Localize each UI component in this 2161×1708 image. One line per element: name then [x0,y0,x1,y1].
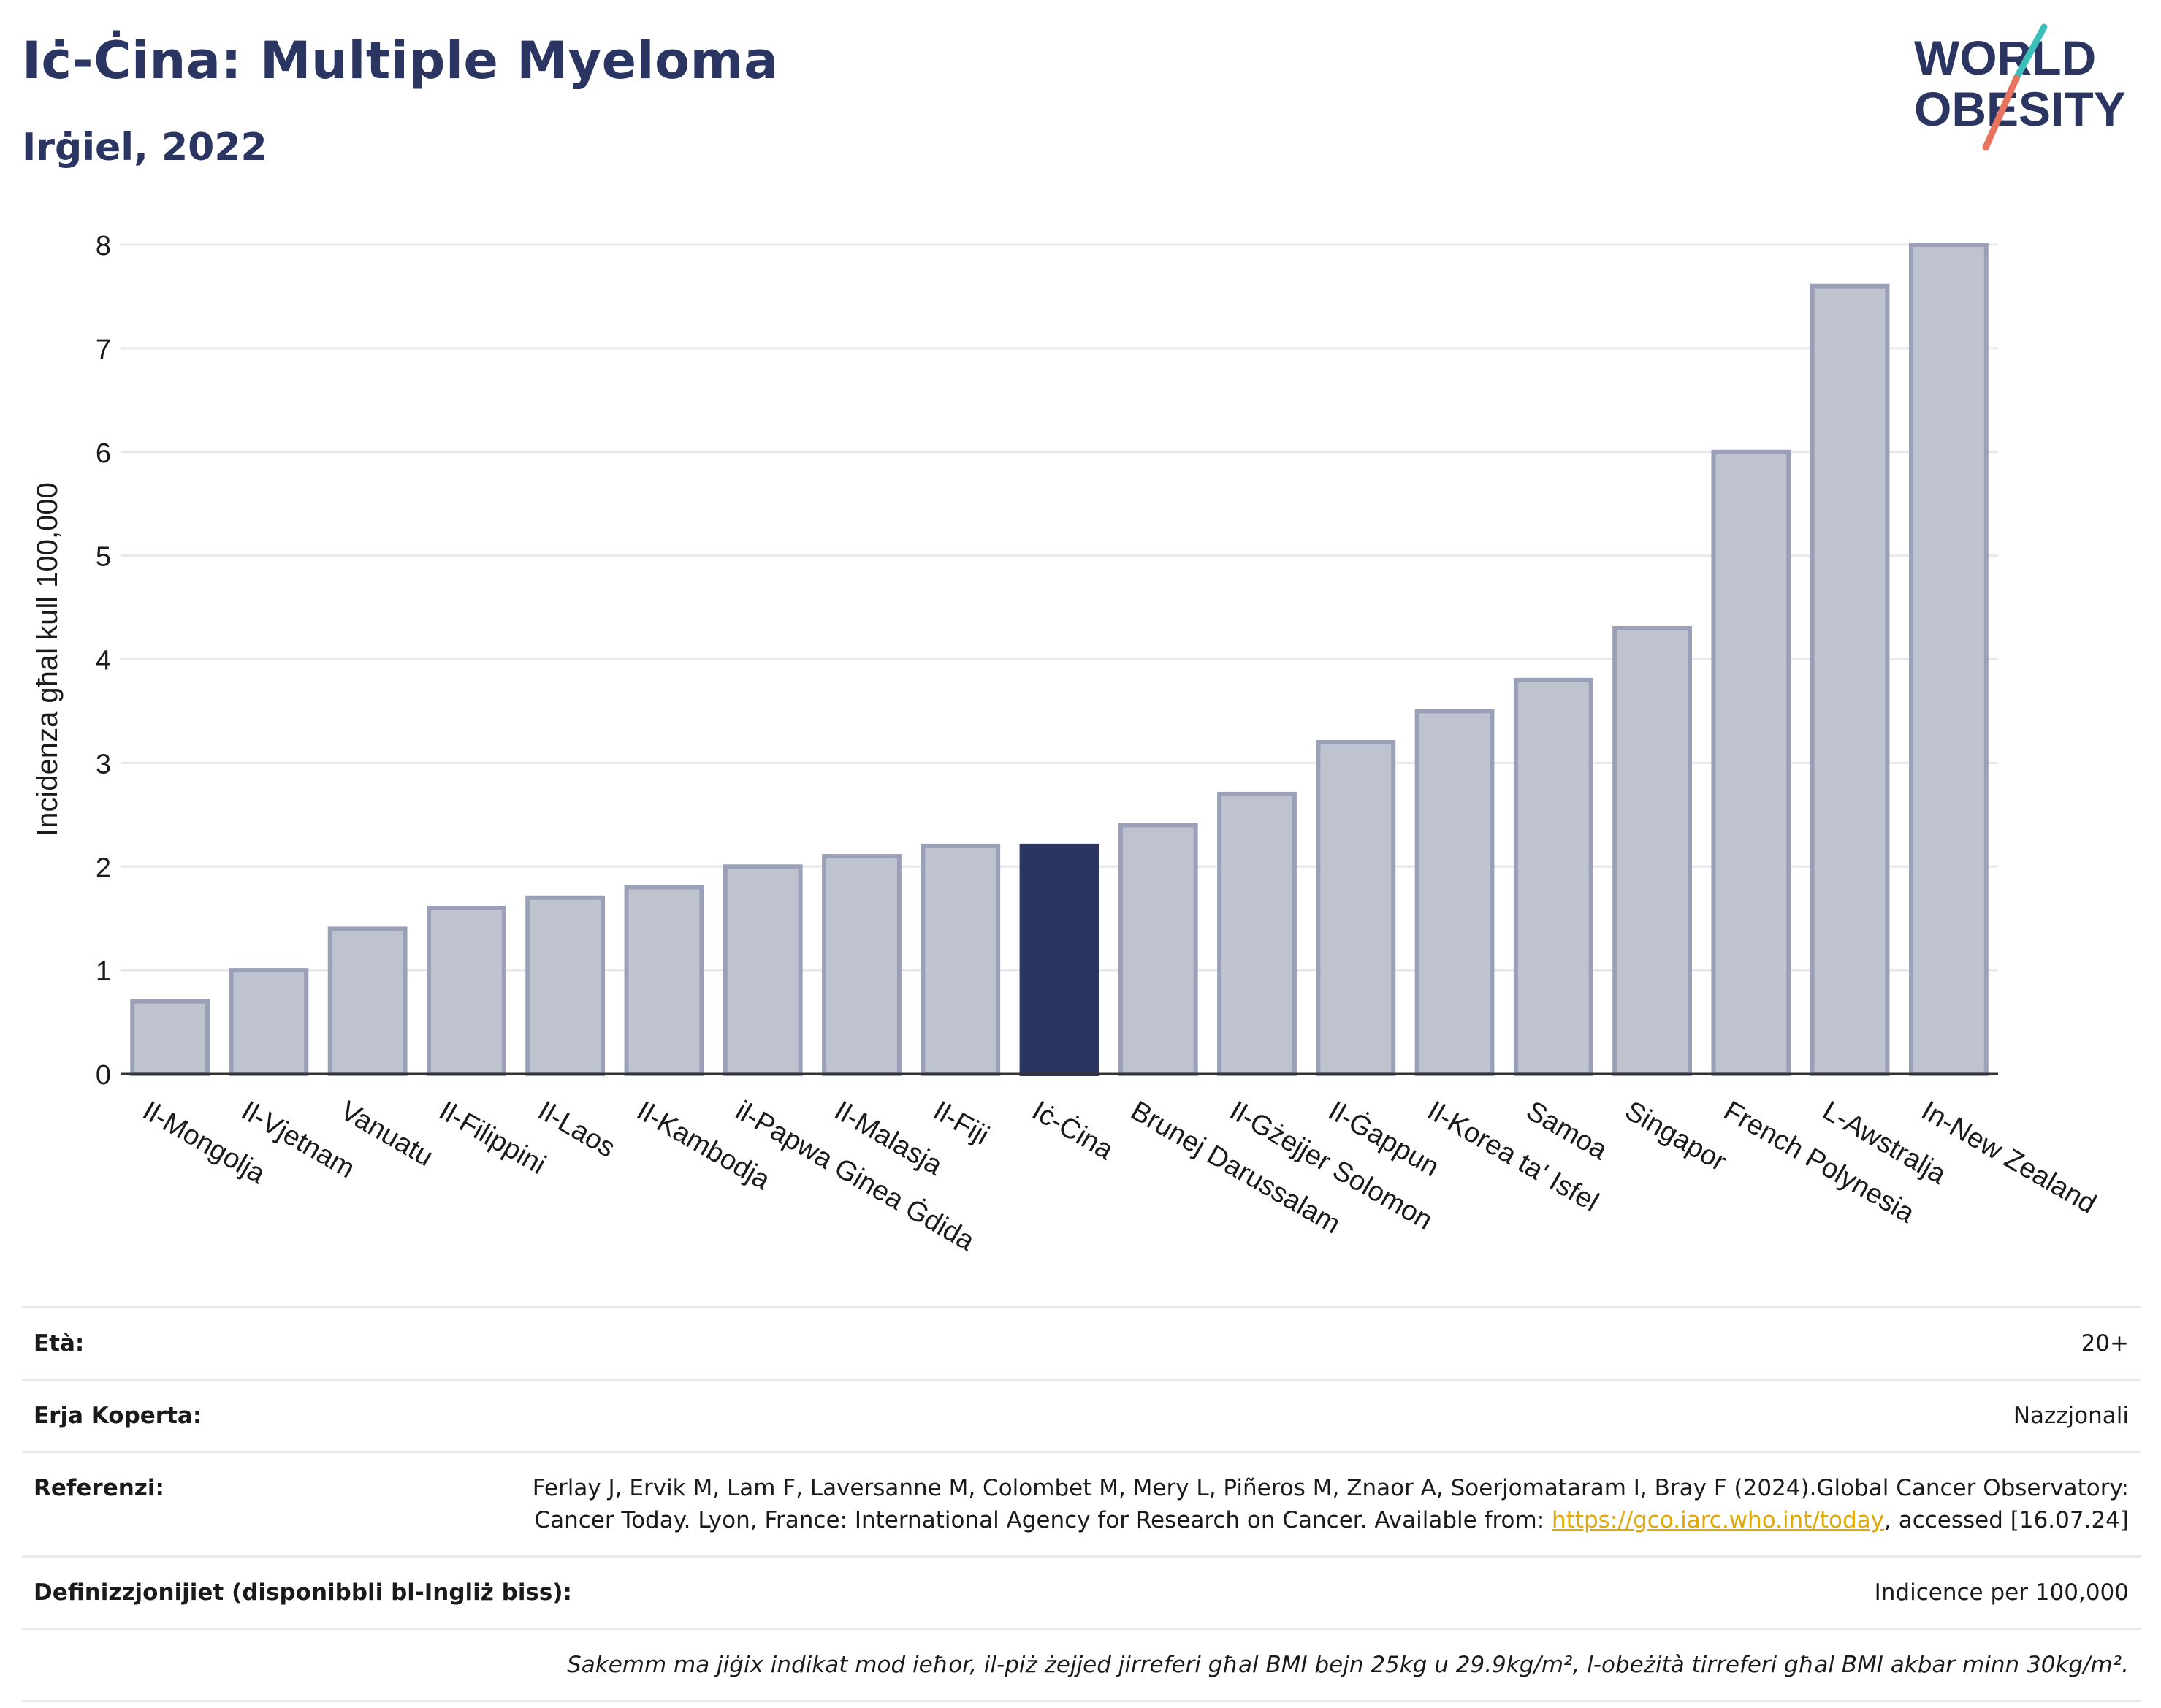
bar-Il-Ġappun[interactable] [1316,740,1396,1076]
age-value: 20+ [2081,1330,2129,1357]
x-tick-label: Iċ-Ċina [1027,1094,1120,1167]
x-tick-label: Il-Filippini [434,1095,551,1181]
info-row-note: Sakemm ma jiġix indikat mod ieħor, il-pi… [22,1628,2141,1702]
bar-French Polynesia[interactable] [1711,449,1791,1076]
y-tick-label: 6 [96,438,111,469]
logo-line-1: WORLD [1914,31,2096,85]
y-tick-label: 0 [96,1060,111,1091]
y-tick-label: 7 [96,335,111,365]
bar-Il-Laos[interactable] [525,895,606,1076]
x-tick-label: Il-Fiji [928,1095,994,1151]
reference-link[interactable]: https://gco.iarc.who.int/today [1552,1507,1884,1533]
logo-accent-teal [2013,23,2048,82]
x-tick-label: Il-Korea ta' Isfel [1422,1095,1604,1218]
area-label: Erja Koperta: [34,1403,202,1429]
y-tick-label: 4 [96,646,111,676]
bar-Il-Fiji[interactable] [921,843,1001,1076]
logo-line-2: OBESITY [1914,82,2126,136]
y-tick-label: 8 [96,231,111,262]
x-tick-labels: Il-MongoljaIl-VjetnamVanuatuIl-Filippini… [137,1094,2101,1257]
age-label: Età: [34,1330,85,1357]
bar-Il-Kambodja[interactable] [624,885,704,1076]
definitions-label: Definizzjonijiet (disponibbli bl-Ingliż … [34,1579,572,1606]
bar-Il-Korea ta' Isfel[interactable] [1414,709,1495,1076]
reference-label: Referenzi: [34,1475,164,1501]
bar-L-Awstralja[interactable] [1810,283,1890,1076]
area-value: Nazzjonali [2013,1403,2129,1429]
logo-accent-coral [1982,75,2020,151]
y-tick-label: 2 [96,853,111,883]
y-tick-label: 3 [96,749,111,779]
bar-Brunej Darussalam[interactable] [1118,823,1198,1076]
bar-Il-Filippini[interactable] [427,906,506,1076]
bar-Il-Gżejjer Solomon[interactable] [1217,791,1297,1076]
bars [130,243,1989,1076]
bar-Samoa[interactable] [1513,677,1593,1076]
reference-accessed: , accessed [16.07.24] [1883,1507,2129,1533]
x-tick-label: Singapor [1620,1095,1731,1178]
definitions-value: Indicence per 100,000 [1874,1579,2129,1606]
bar-Singapor[interactable] [1612,625,1692,1076]
reference-text: Ferlay J, Ervik M, Lam F, Laversanne M, … [532,1475,2129,1533]
info-table: Età: 20+ Erja Koperta: Nazzjonali Refere… [22,1306,2141,1702]
bar-Iċ-Ċina[interactable] [1019,843,1099,1076]
bar-Il-Mongolja[interactable] [130,999,210,1076]
page-subtitle: Irġiel, 2022 [22,126,267,169]
info-row-age: Età: 20+ [22,1306,2141,1379]
reference-value: Ferlay J, Ervik M, Lam F, Laversanne M, … [463,1472,2129,1536]
info-row-definitions: Definizzjonijiet (disponibbli bl-Ingliż … [22,1555,2141,1628]
info-row-reference: Referenzi: Ferlay J, Ervik M, Lam F, Lav… [22,1451,2141,1555]
bmi-note: Sakemm ma jiġix indikat mod ieħor, il-pi… [567,1652,2129,1678]
bar-Vanuatu[interactable] [327,926,408,1076]
world-obesity-logo: WORLD OBESITY [1914,23,2126,151]
info-row-area: Erja Koperta: Nazzjonali [22,1379,2141,1451]
bar-chart: 0 1 2 3 4 5 6 7 8 Il-MongoljaIl-VjetnamVanuatuIl… [31,231,2101,1257]
bar-In-New Zealand[interactable] [1908,243,1989,1076]
y-axis-label: Incidenza għal kull 100,000 [31,482,64,836]
y-tick-label: 5 [96,542,111,573]
bar-Il-Malasja[interactable] [822,854,902,1076]
y-tick-label: 1 [96,956,111,987]
page-title: Iċ-Ċina: Multiple Myeloma [22,31,779,91]
bar-Il-Vjetnam[interactable] [229,968,309,1076]
x-tick-label: In-New Zealand [1916,1095,2101,1219]
y-tick-labels: 0 1 2 3 4 5 6 7 8 [96,231,111,1091]
bar-il-Papwa Ginea Ġdida[interactable] [723,864,803,1076]
